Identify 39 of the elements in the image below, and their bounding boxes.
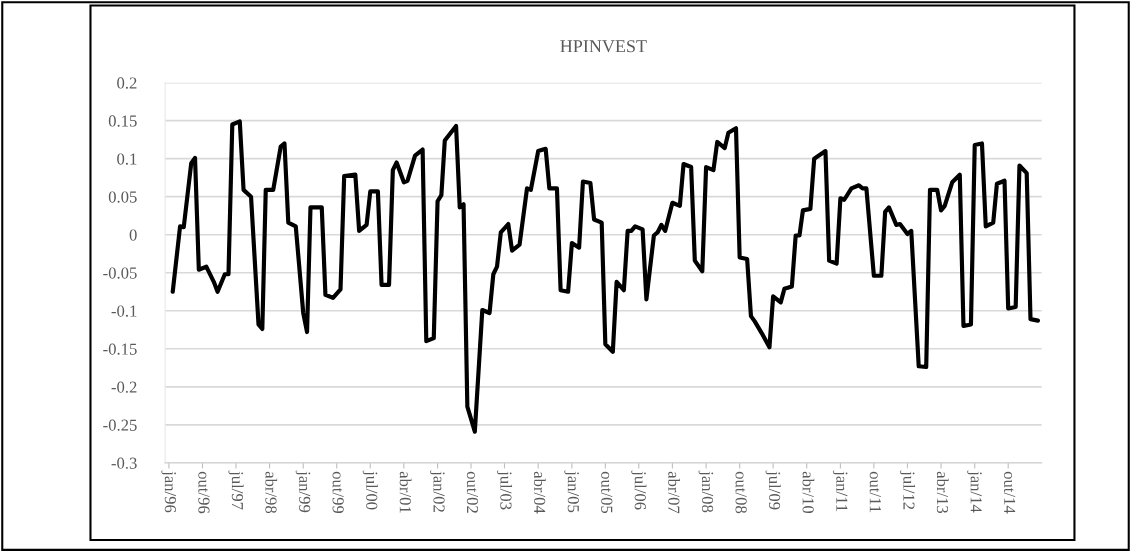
line-series [170,119,1041,434]
y-tick-label: -0.25 [103,419,137,431]
y-tick-label: -0.2 [111,381,137,393]
x-tick-label: jan/96 [161,470,176,513]
x-tick-label: abr/13 [936,471,949,514]
chart-title: HPINVEST [560,40,647,53]
y-tick-label: -0.1 [111,305,137,317]
y-tick-label: 0 [129,229,137,241]
x-tick-label: jan/05 [564,470,579,513]
y-tick-label: -0.15 [103,343,137,355]
x-tick-label: out/99 [332,471,344,514]
x-tick-label: abr/07 [668,471,680,514]
x-tick-label: jul/03 [496,470,513,510]
x-tick-label: jan/99 [295,470,311,513]
y-tick-label: 0.2 [117,77,137,89]
x-tick-label: out/11 [869,471,881,513]
x-tick-label: jan/02 [430,470,445,512]
x-tick-label: jan/08 [698,470,714,513]
x-tick-label: abr/01 [399,471,412,513]
x-tick-label: jul/09 [765,470,781,510]
x-tick-label: out/08 [735,471,747,514]
y-tick-label: 0.1 [117,153,137,165]
x-tick-label: out/14 [1004,471,1016,514]
x-tick-label: out/02 [466,471,479,513]
x-tick-label: out/96 [198,471,210,514]
x-tick-label: out/05 [601,471,613,514]
x-tick-label: abr/04 [534,471,546,514]
x-tick-label: jul/97 [228,470,244,510]
y-tick-label: 0.05 [108,191,137,203]
x-tick-label: jan/14 [967,470,982,513]
x-tick-label: abr/10 [802,471,815,514]
x-tick-label: jul/00 [362,470,378,510]
y-tick-label: -0.05 [103,267,137,279]
y-tick-label: -0.3 [111,457,137,469]
y-tick-label: 0.15 [108,115,137,127]
x-tick-label: abr/98 [265,471,278,514]
x-tick-label: jul/12 [899,470,916,510]
x-tick-label: jan/11 [832,470,848,512]
x-tick-label: jul/06 [631,470,647,510]
